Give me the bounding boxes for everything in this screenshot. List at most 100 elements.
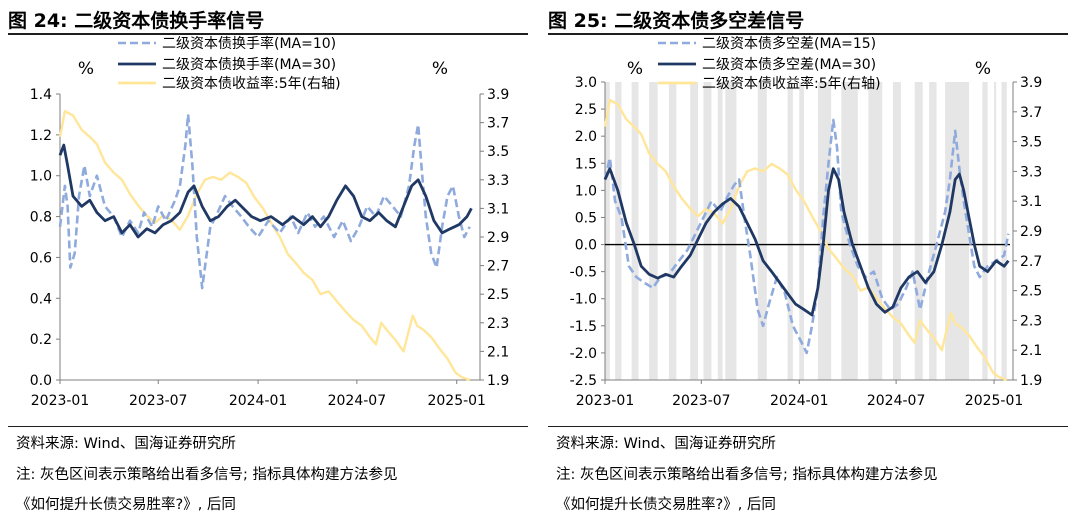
signal-band	[787, 82, 793, 380]
right-tick-label: 3.9	[1020, 75, 1042, 91]
long-short-signal-chart: -2.5 -2.0 -1.5 -1.0 -0.5 0.0 0.5 1.0 1.5 2.0 2.5 3.…	[570, 35, 1043, 409]
x-tick-label: 2023-01	[31, 393, 90, 409]
signal-band	[994, 82, 997, 380]
right-tick-label: 3.7	[487, 116, 509, 132]
legend-label: 二级资本债收益率:5年(右轴)	[162, 75, 341, 92]
right-tick-label: 3.9	[487, 87, 509, 103]
left-tick-label: 0.4	[30, 291, 52, 307]
right-tick-label: 3.3	[487, 173, 509, 189]
signal-band	[717, 82, 723, 380]
left-tick-label: -2.0	[570, 346, 597, 362]
chart-panel-turnover: 图 24: 二级资本债换手率信号 0.0 0.2 0.4 0.6 0.8 1.0 1.2 1.…	[8, 10, 528, 513]
signal-band	[690, 82, 699, 380]
footnote-divider	[8, 426, 528, 427]
series-line-0	[58, 113, 471, 290]
source-note: 资料来源: Wind、国海证券研究所	[556, 436, 776, 452]
reference-note: 《如何提升长债交易胜率?》, 后同	[556, 497, 776, 513]
right-tick-label: 2.7	[487, 259, 509, 275]
left-tick-label: -1.5	[570, 319, 597, 335]
left-tick-label: 1.0	[575, 183, 597, 199]
signal-band	[1001, 82, 1007, 380]
title-divider	[548, 33, 1068, 35]
left-tick-label: 2.0	[575, 129, 597, 145]
x-tick-label: 2025-01	[427, 393, 486, 409]
right-tick-label: 2.9	[487, 230, 509, 246]
source-note: 资料来源: Wind、国海证券研究所	[16, 436, 236, 452]
signal-band	[945, 82, 970, 380]
left-axis-unit: %	[627, 59, 643, 79]
series-line-2	[58, 110, 471, 382]
right-tick-label: 2.5	[487, 287, 509, 303]
chart-title: 图 24: 二级资本债换手率信号	[8, 10, 265, 32]
series-line-2	[603, 98, 1008, 382]
reference-note: 《如何提升长债交易胜率?》, 后同	[16, 497, 236, 513]
chart-panel-long-short: 图 25: 二级资本债多空差信号 -2.5 -2.0 -1.5 -1.0 -0.5 0.0…	[540, 0, 1080, 530]
x-tick-label: 2024-07	[867, 393, 926, 409]
signal-band	[615, 82, 622, 380]
series-line-1	[58, 143, 473, 239]
signal-band	[649, 82, 658, 380]
right-tick-label: 2.7	[1020, 254, 1042, 270]
signal-band	[914, 82, 923, 380]
right-tick-label: 2.5	[1020, 284, 1042, 300]
x-tick-label: 2024-01	[229, 393, 288, 409]
right-tick-label: 3.3	[1020, 164, 1042, 180]
left-tick-label: -2.5	[570, 373, 597, 389]
left-axis-unit: %	[78, 59, 94, 79]
left-tick-label: 1.2	[30, 128, 52, 144]
signal-band	[703, 82, 712, 380]
signal-band	[605, 82, 610, 380]
right-axis-unit: %	[432, 59, 448, 79]
right-tick-label: 2.9	[1020, 224, 1042, 240]
right-tick-label: 3.1	[1020, 194, 1042, 210]
legend-label: 二级资本债换手率(MA=30)	[162, 56, 336, 73]
x-tick-label: 2023-07	[672, 393, 731, 409]
right-tick-label: 2.1	[487, 344, 509, 360]
left-tick-label: 0.8	[30, 210, 52, 226]
signal-shading	[605, 82, 1007, 380]
right-tick-label: 3.1	[487, 201, 509, 217]
right-axis-unit: %	[975, 59, 991, 79]
signal-band	[725, 82, 737, 380]
right-tick-label: 1.9	[1020, 373, 1042, 389]
right-tick-label: 3.5	[1020, 135, 1042, 151]
title-divider	[8, 33, 528, 35]
left-tick-label: -0.5	[570, 265, 597, 281]
left-tick-label: -1.0	[570, 292, 597, 308]
right-tick-label: 3.7	[1020, 105, 1042, 121]
signal-band	[982, 82, 988, 380]
method-note: 注: 灰色区间表示策略给出看多信号; 指标具体构建方法参见	[556, 467, 938, 483]
right-tick-label: 2.3	[487, 316, 509, 332]
x-tick-label: 2023-01	[576, 393, 635, 409]
x-tick-label: 2023-07	[129, 393, 188, 409]
left-tick-label: 0.5	[575, 210, 597, 226]
chart-title: 图 25: 二级资本债多空差信号	[548, 10, 805, 32]
footnote-divider	[548, 426, 1068, 427]
legend-label: 二级资本债换手率(MA=10)	[162, 35, 336, 52]
turnover-signal-chart: 0.0 0.2 0.4 0.6 0.8 1.0 1.2 1.4 1.9 2.1 2.3 2.5 2.7 2…	[30, 35, 510, 409]
left-tick-label: 0.0	[575, 238, 597, 254]
method-note: 注: 灰色区间表示策略给出看多信号; 指标具体构建方法参见	[16, 467, 398, 483]
legend-label: 二级资本债多空差(MA=15)	[702, 35, 876, 52]
legend: 二级资本债多空差(MA=15) 二级资本债多空差(MA=30) 二级资本债收益率:5…	[658, 35, 881, 92]
signal-band	[799, 82, 805, 380]
right-tick-label: 2.1	[1020, 343, 1042, 359]
signal-band	[868, 82, 883, 380]
right-tick-label: 1.9	[487, 373, 509, 389]
left-tick-label: 0.0	[30, 373, 52, 389]
signal-band	[668, 82, 677, 380]
legend-label: 二级资本债收益率:5年(右轴)	[702, 75, 881, 92]
left-tick-label: 3.0	[575, 75, 597, 91]
left-tick-label: 0.6	[30, 250, 52, 266]
left-tick-label: 0.2	[30, 332, 52, 348]
legend-label: 二级资本债多空差(MA=30)	[702, 56, 876, 73]
left-tick-label: 1.0	[30, 169, 52, 185]
x-tick-label: 2024-07	[328, 393, 387, 409]
right-tick-label: 3.5	[487, 144, 509, 160]
x-tick-label: 2025-01	[965, 393, 1024, 409]
legend: 二级资本债换手率(MA=10) 二级资本债换手率(MA=30) 二级资本债收益率:5…	[118, 35, 341, 92]
left-tick-label: 2.5	[575, 102, 597, 118]
signal-band	[757, 82, 767, 380]
right-tick-label: 2.3	[1020, 313, 1042, 329]
signal-band	[892, 82, 901, 380]
